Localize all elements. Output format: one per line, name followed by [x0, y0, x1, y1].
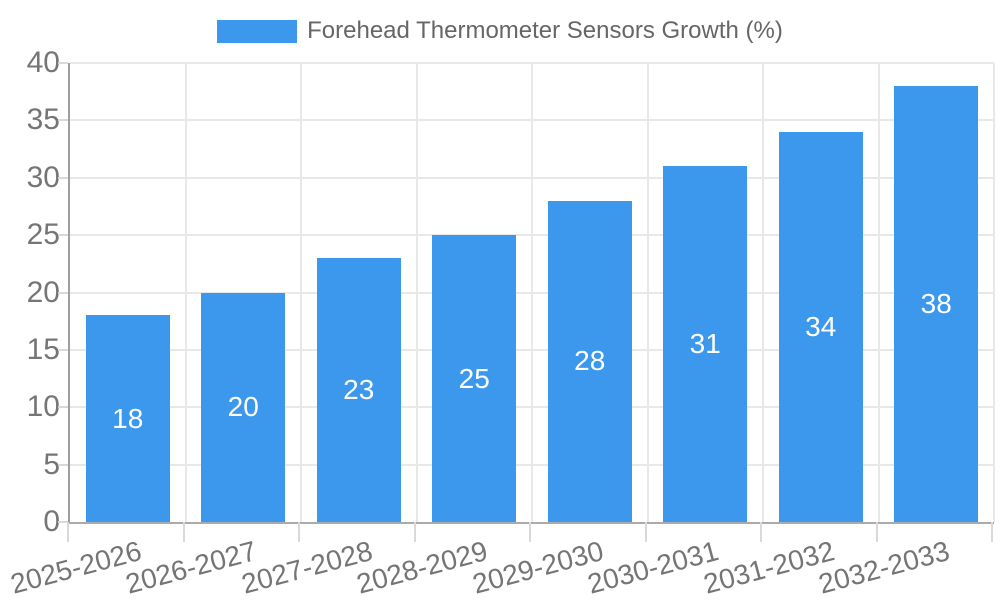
bar-value-label: 23: [343, 374, 375, 406]
x-tick-mark: [67, 522, 69, 542]
bar-value-label: 20: [227, 391, 259, 423]
y-tick-mark: [58, 62, 68, 64]
y-tick-label: 5: [43, 447, 60, 481]
gridline-vertical: [415, 63, 418, 522]
gridline-vertical: [531, 63, 533, 522]
gridline-vertical: [300, 63, 302, 522]
bar-value-label: 25: [458, 362, 490, 394]
legend-label[interactable]: Forehead Thermometer Sensors Growth (%): [307, 17, 783, 44]
y-tick-mark: [58, 119, 68, 122]
gridline-vertical: [184, 63, 187, 522]
bar[interactable]: 20: [201, 292, 286, 522]
bar[interactable]: 25: [432, 235, 517, 522]
y-tick-label: 25: [26, 218, 60, 252]
x-tick-label: 2026-2027: [122, 535, 261, 600]
y-tick-mark: [58, 291, 68, 294]
x-tick-mark: [298, 522, 300, 542]
bar-value-label: 28: [574, 345, 606, 377]
y-tick-label: 20: [26, 275, 60, 309]
bar-value-label: 31: [689, 328, 721, 360]
legend: Forehead Thermometer Sensors Growth (%): [0, 19, 1000, 43]
x-tick-label: 2031-2032: [700, 535, 838, 600]
x-tick-mark: [760, 522, 762, 542]
gridline-vertical: [646, 63, 649, 522]
x-tick-mark: [413, 522, 416, 542]
bar-value-label: 18: [112, 402, 144, 434]
x-tick-mark: [182, 522, 185, 542]
y-tick-label: 15: [26, 332, 60, 366]
x-tick-label: 2029-2030: [469, 535, 607, 600]
bar[interactable]: 18: [85, 315, 170, 522]
y-tick-mark: [58, 234, 68, 237]
x-tick-mark: [991, 522, 993, 542]
x-tick-mark: [644, 522, 647, 542]
bar[interactable]: 38: [894, 85, 979, 522]
y-tick-label: 40: [26, 46, 60, 79]
y-tick-label: 35: [26, 103, 60, 137]
legend-swatch[interactable]: [217, 19, 298, 43]
y-tick-label: 30: [26, 160, 60, 194]
bar[interactable]: 34: [778, 131, 863, 522]
gridline-vertical: [877, 63, 880, 522]
gridline-vertical: [762, 63, 764, 522]
x-tick-label: 2025-2026: [7, 535, 145, 600]
gridline-vertical: [993, 63, 995, 522]
x-tick-mark: [875, 522, 878, 542]
bar[interactable]: 23: [316, 258, 401, 522]
y-tick-mark: [58, 406, 68, 409]
x-tick-label: 2027-2028: [238, 535, 376, 600]
bar[interactable]: 31: [663, 166, 748, 522]
plot-area: 18 20 23 25 28 31 34 38: [68, 62, 995, 524]
y-tick-label: 10: [26, 390, 60, 424]
bar[interactable]: 28: [547, 200, 632, 522]
x-tick-mark: [529, 522, 531, 542]
y-tick-mark: [58, 521, 68, 523]
x-tick-label: 2030-2031: [584, 535, 723, 600]
x-tick-label: 2028-2029: [353, 535, 492, 600]
y-tick-label: 0: [43, 505, 60, 538]
bar-value-label: 34: [805, 310, 837, 342]
y-tick-mark: [58, 348, 68, 351]
y-tick-mark: [58, 463, 68, 466]
y-tick-mark: [58, 176, 68, 179]
x-tick-label: 2032-2033: [815, 535, 954, 600]
bar-value-label: 38: [920, 287, 952, 319]
